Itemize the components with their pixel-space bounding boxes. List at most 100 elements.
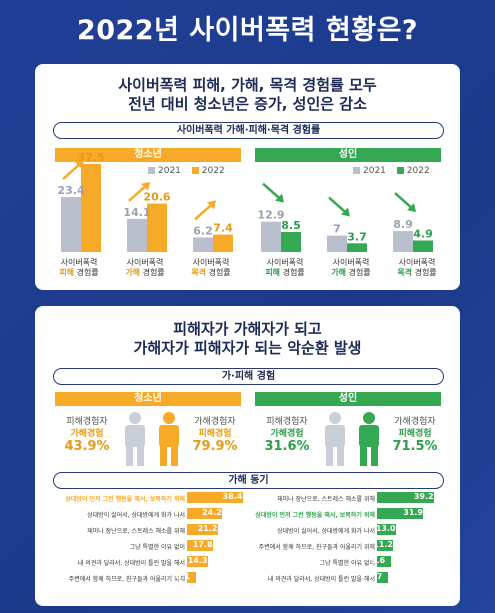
caption-adult-witness: 사이버폭력 목격 경험률 xyxy=(387,258,447,278)
value-label-2021: 23.4 xyxy=(57,184,84,197)
youth-legend: 2021 2022 xyxy=(140,166,225,176)
value-label-2021: 14.1 xyxy=(123,206,150,219)
adult-motive-bar xyxy=(377,524,396,535)
adult-motive-bar xyxy=(377,508,424,519)
caption-highlight: 가해 xyxy=(331,268,347,277)
adult-motive-label: 그냥 특별한 이유 없이 xyxy=(319,560,375,567)
value-label-2022: 7.4 xyxy=(213,222,233,235)
adult-legend: 2021 2022 xyxy=(345,166,430,176)
youth-motive-bar xyxy=(187,556,208,567)
trend-arrow-line xyxy=(328,196,348,215)
bar-2022 xyxy=(347,243,367,252)
bar-2022 xyxy=(413,240,433,252)
youth-motive-value: 21.2 xyxy=(197,524,218,533)
legend-2021-label: 2021 xyxy=(363,166,386,176)
youth-band: 청소년 xyxy=(55,392,241,406)
caption-line1: 사이버폭력 xyxy=(126,258,164,267)
youth-victim-sublabel: 가해경험 xyxy=(70,429,104,439)
adult-victim-sublabel: 가해경험 xyxy=(270,429,304,439)
page-title: 2022년 사이버폭력 현황은? xyxy=(76,15,419,46)
adult-motive-bar xyxy=(377,492,434,503)
caption-youth-victim: 사이버폭력 피해 경험률 xyxy=(49,258,109,278)
youth-offender-value: 79.9% xyxy=(192,439,238,454)
caption-line1: 사이버폭력 xyxy=(60,258,98,267)
adult-motive-bar xyxy=(377,572,389,583)
adult-motive-value: 13.0 xyxy=(375,524,396,533)
youth-motive-value: 6.1 xyxy=(175,572,191,581)
caption-highlight: 가해 xyxy=(125,268,141,277)
motive-pill: 가해 동기 xyxy=(53,472,444,489)
adult-motive-value: 11.2 xyxy=(373,540,393,549)
adult-motive-label: 재미나 장난으로, 스트레스 해소를 위해 xyxy=(277,496,375,503)
youth-motive-bar xyxy=(187,492,243,503)
value-label-2022: 37.5 xyxy=(77,151,104,164)
youth-motive-label: 내 의견과 달라서, 상대방이 틀린 말을 해서 xyxy=(77,560,185,567)
youth-motive-bar xyxy=(187,524,218,535)
caption-line1: 사이버폭력 xyxy=(266,258,304,267)
youth-motive-label: 상대방이 먼저 그런 행동을 해서, 보복하기 위해 xyxy=(65,496,185,503)
legend-2021-swatch xyxy=(148,167,155,174)
value-label-2021: 8.9 xyxy=(393,218,413,231)
experience-rate-card: 사이버폭력 피해, 가해, 목격 경험률 모두 전년 대비 청소년은 증가, 성… xyxy=(35,64,460,290)
bar-2022 xyxy=(213,234,233,252)
adult-band: 성인 xyxy=(255,148,441,162)
trend-arrow-line xyxy=(194,202,214,221)
caption-rest: 경험률 xyxy=(74,268,99,277)
cycle-card: 피해자가 가해자가 되고 가해자가 피해자가 되는 악순환 발생 가·피해 경험… xyxy=(35,306,460,606)
youth-victim-label: 피해경험자 xyxy=(66,417,108,427)
adult-motive-value: 31.9 xyxy=(403,508,423,517)
caption-rest: 경험률 xyxy=(280,268,305,277)
card1-headline-2: 전년 대비 청소년은 증가, 성인은 감소 xyxy=(128,95,367,113)
bar-2022 xyxy=(147,203,167,252)
youth-person-icons xyxy=(125,412,179,466)
person-icon xyxy=(359,412,379,466)
card1-headline-1: 사이버폭력 피해, 가해, 목격 경험률 모두 xyxy=(118,76,377,94)
youth-offender-label: 가해경험자 xyxy=(194,417,236,427)
card2-headline-2: 가해자가 피해자가 되는 악순환 발생 xyxy=(133,339,362,357)
caption-highlight: 목격 xyxy=(191,268,207,277)
caption-line1: 사이버폭력 xyxy=(192,258,230,267)
value-label-2022: 8.5 xyxy=(281,219,301,232)
caption-highlight: 목격 xyxy=(397,268,413,277)
youth-motive-label: 주변에서 함께 하므로, 친구들과 어울리기 위해 xyxy=(68,576,185,583)
legend-2022-swatch xyxy=(396,167,404,174)
adult-motive-label: 내 의견과 달라서, 상대방이 틀린 말을 해서 xyxy=(267,576,375,583)
adult-motive-bar xyxy=(377,540,394,551)
caption-youth-witness: 사이버폭력 목격 경험률 xyxy=(181,258,241,278)
adult-offender-value: 71.5% xyxy=(392,439,438,454)
adult-victim-value: 31.6% xyxy=(264,439,310,454)
youth-motive-bar xyxy=(187,508,223,519)
bar-2021 xyxy=(61,197,81,252)
person-icon xyxy=(325,412,345,466)
bar-2021 xyxy=(327,235,347,252)
adult-motive-label: 상대방이 먼저 그런 행동을 해서, 보복하기 위해 xyxy=(255,512,375,519)
youth-motive-value: 17.8 xyxy=(192,540,213,549)
caption-highlight: 피해 xyxy=(59,268,75,277)
youth-motive-value: 14.3 xyxy=(187,556,208,565)
adult-motive-value: 9.6 xyxy=(370,556,386,565)
experience-pill: 가·피해 경험 xyxy=(53,368,444,385)
caption-rest: 경험률 xyxy=(140,268,165,277)
bar-2022 xyxy=(281,232,301,252)
caption-line1: 사이버폭력 xyxy=(398,258,436,267)
caption-line1: 사이버폭력 xyxy=(332,258,370,267)
value-label-2022: 3.7 xyxy=(347,230,367,243)
adult-motive-value: 39.2 xyxy=(413,492,434,501)
trend-arrow-line xyxy=(394,192,414,211)
adult-motive-value: 7.7 xyxy=(368,572,383,581)
adult-band: 성인 xyxy=(255,392,441,406)
adult-person-icons xyxy=(325,412,379,466)
bar-2021 xyxy=(393,231,413,252)
adult-motive-label: 상대방이 싫어서, 상대방에게 화가 나서 xyxy=(277,528,375,535)
youth-victim-value: 43.9% xyxy=(64,439,110,454)
value-label-2021: 6.2 xyxy=(193,224,213,237)
value-label-2022: 4.9 xyxy=(413,227,433,240)
legend-2022-label: 2022 xyxy=(201,166,225,176)
youth-motive-label: 재미나 장난으로, 스트레스 해소를 위해 xyxy=(87,528,185,535)
person-icon xyxy=(159,412,179,466)
person-icon xyxy=(125,412,145,466)
legend-2021-label: 2021 xyxy=(158,166,181,176)
adult-offender-sublabel: 피해경험 xyxy=(398,429,432,439)
value-label-2021: 12.9 xyxy=(257,209,284,222)
